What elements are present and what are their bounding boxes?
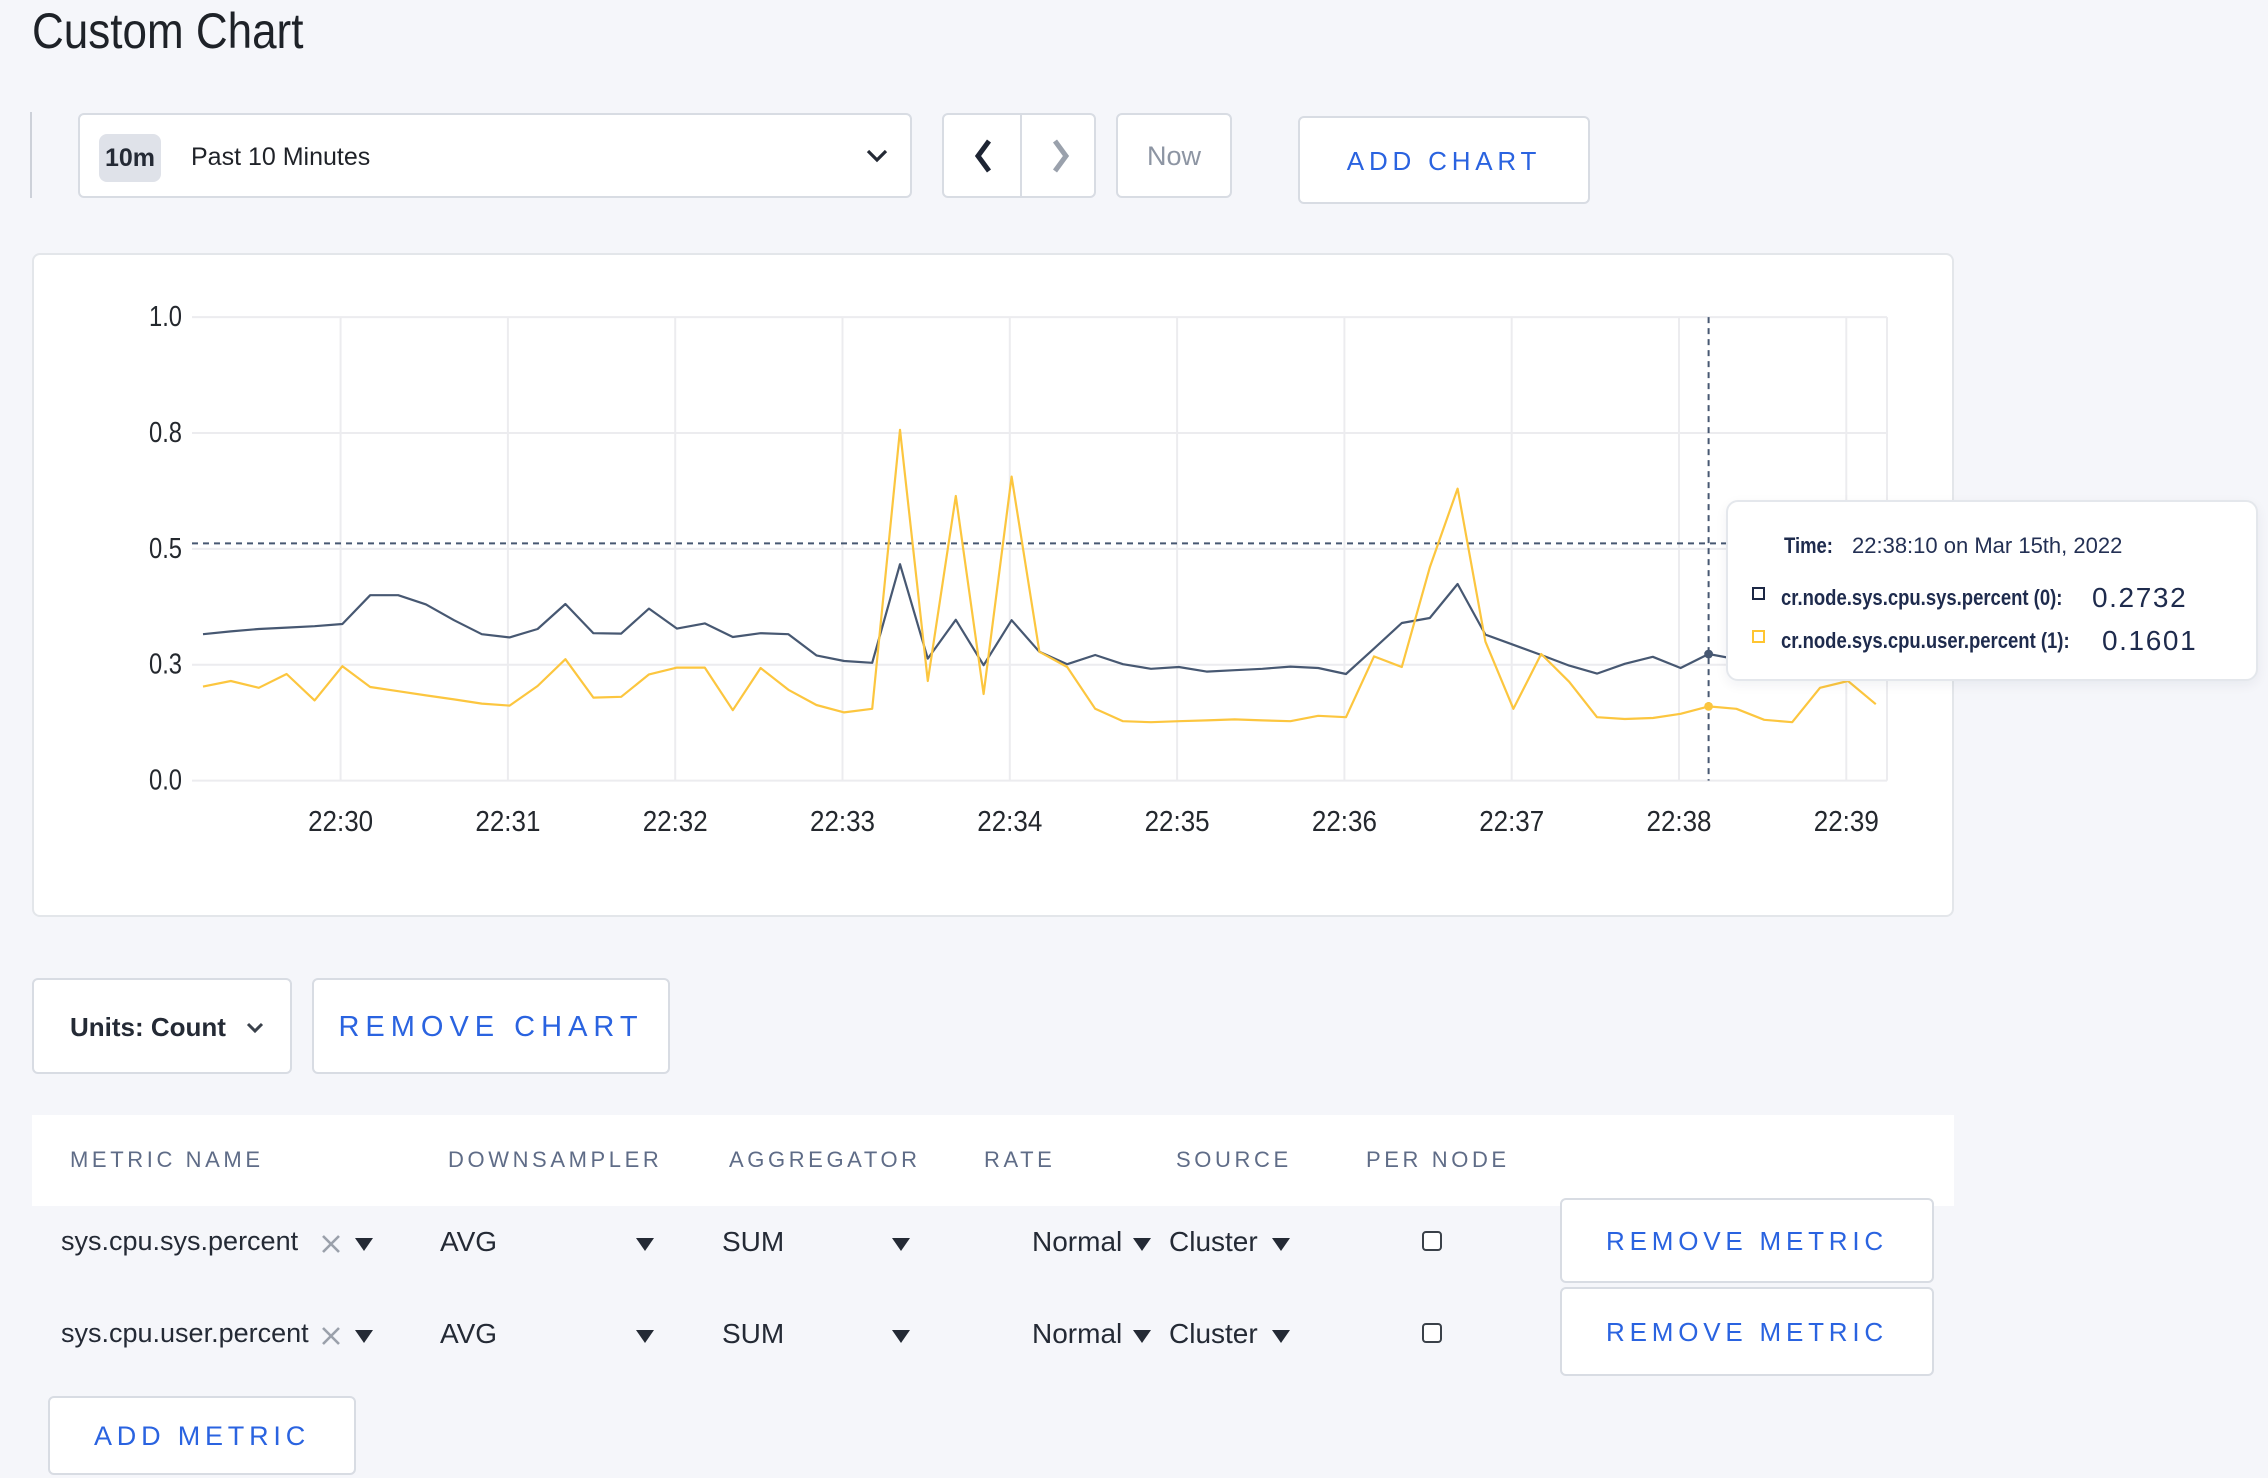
svg-text:0.5: 0.5 (149, 533, 182, 565)
svg-text:22:37: 22:37 (1479, 806, 1544, 838)
svg-text:0.0: 0.0 (149, 765, 182, 797)
svg-text:22:35: 22:35 (1145, 806, 1210, 838)
svg-text:0.3: 0.3 (149, 649, 182, 681)
svg-text:22:36: 22:36 (1312, 806, 1377, 838)
svg-text:0.8: 0.8 (149, 417, 182, 449)
svg-text:22:34: 22:34 (977, 806, 1042, 838)
svg-text:22:31: 22:31 (475, 806, 540, 838)
svg-text:22:33: 22:33 (810, 806, 875, 838)
svg-text:22:39: 22:39 (1814, 806, 1879, 838)
svg-text:22:38: 22:38 (1647, 806, 1712, 838)
svg-text:22:30: 22:30 (308, 806, 373, 838)
svg-text:22:32: 22:32 (643, 806, 708, 838)
svg-text:1.0: 1.0 (149, 301, 182, 333)
